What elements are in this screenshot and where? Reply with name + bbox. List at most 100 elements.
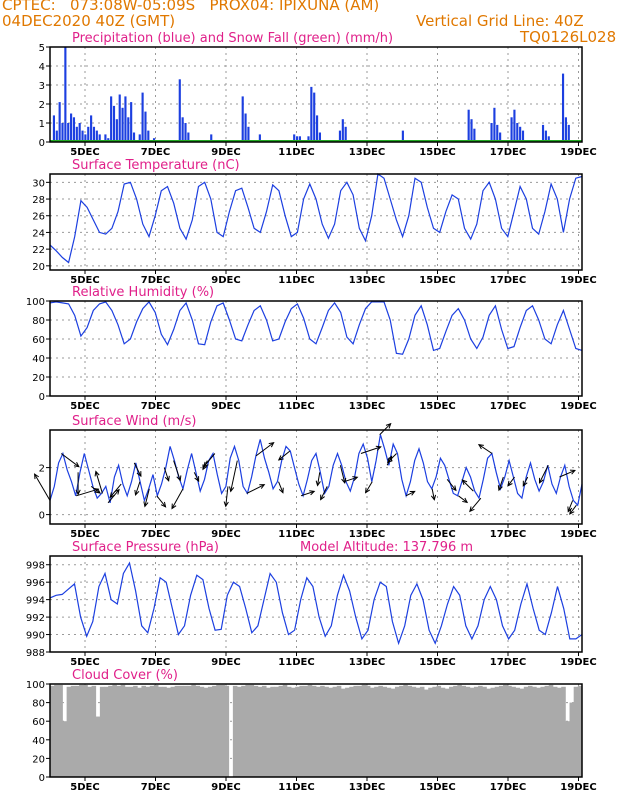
precip-bar [341, 119, 344, 142]
wind-vector [277, 450, 291, 461]
cloud-bar [128, 686, 134, 777]
cloud-bar [187, 685, 192, 777]
x-tick-label: 11DEC [278, 782, 314, 793]
wind-vector [163, 467, 170, 482]
panel-frame [49, 173, 583, 271]
cloud-bar [141, 685, 146, 777]
cloud-bar [494, 686, 500, 777]
wind-vector-head [95, 488, 101, 494]
wind-vector-head [430, 494, 437, 501]
panel-5: Cloud Cover (%) 0 20 40 60 80 100 5DEC 7DEC 9DEC 1… [26, 668, 597, 793]
header-grid-line-note: Vertical Grid Line: 40Z [416, 12, 584, 30]
cloud-bar [515, 687, 521, 777]
y-tick-label: 988 [26, 648, 45, 659]
precip-bar [147, 130, 150, 142]
x-tick-label: 5DEC [70, 657, 99, 668]
precip-bar [318, 132, 322, 142]
cloud-bar [577, 685, 583, 777]
cloud-bar [428, 687, 433, 777]
wind-vector-head [136, 471, 142, 478]
precip-bar [567, 124, 570, 142]
cloud-bar [349, 686, 354, 777]
cloud-bar [295, 686, 300, 777]
y-tick-label: 60 [32, 717, 45, 728]
cloud-bar [461, 685, 467, 777]
wind-vector-shaft [255, 442, 274, 457]
wind-vector-head [94, 470, 100, 477]
precip-bar [70, 113, 73, 142]
cloud-bar [440, 687, 446, 777]
x-tick-label: 11DEC [278, 657, 314, 668]
panel-title: Relative Humidity (%) [72, 285, 214, 300]
panel-title: Precipitation (blue) and Snow Fall (gree… [72, 31, 393, 46]
x-tick-label: 7DEC [141, 657, 170, 668]
cloud-bar [523, 686, 529, 777]
wind-vector-head [320, 494, 325, 501]
precip-bar [493, 107, 496, 142]
wind-vector-shaft [135, 481, 141, 496]
wind-vector-head [309, 490, 316, 496]
wind-vector-head [497, 485, 503, 492]
wind-vector-shaft [300, 490, 315, 497]
cloud-bar [453, 685, 458, 777]
precip-bar [127, 117, 130, 142]
precip-bar [519, 126, 522, 142]
x-tick-label: 17DEC [490, 657, 526, 668]
wind-vector [365, 481, 373, 494]
precip-bar [115, 119, 118, 142]
cloud-bar [311, 685, 317, 777]
cloud-bar [66, 686, 72, 777]
precip-bar [470, 119, 473, 142]
cloud-bar [207, 686, 213, 777]
wind-vector-head [73, 462, 80, 468]
x-tick-label: 9DEC [211, 657, 240, 668]
wind-vector [173, 460, 182, 482]
wind-vector-shaft [95, 471, 103, 494]
wind-vector [34, 473, 51, 501]
panel-frame [49, 555, 583, 653]
x-tick-label: 13DEC [349, 782, 385, 793]
wind-vector-shaft [278, 481, 284, 493]
cloud-bar [498, 685, 504, 777]
cloud-bar [465, 686, 471, 777]
wind-vector-shaft [34, 473, 51, 501]
wind-vector [278, 481, 284, 494]
precip-bar [564, 117, 567, 142]
wind-vector-shaft [458, 495, 468, 503]
cloud-bar [374, 686, 379, 777]
wind-vector-shaft [567, 500, 574, 512]
panel-frame [49, 429, 583, 525]
cloud-bar [557, 687, 562, 777]
wind-vector-shaft [230, 460, 238, 492]
cloud-bar [365, 685, 371, 777]
precip-bar [295, 136, 299, 142]
cloud-bar [419, 686, 425, 777]
cloud-bar [353, 685, 358, 777]
cloud-bar [153, 684, 159, 777]
wind-vector-head [315, 480, 321, 487]
panel-title: Surface Pressure (hPa) [72, 540, 219, 555]
cloud-bar [174, 685, 180, 777]
precip-bar [344, 126, 347, 142]
x-tick-label: 19DEC [560, 401, 596, 412]
panel-frame [49, 683, 583, 778]
cloud-bar [183, 685, 188, 777]
cloud-bar [224, 685, 230, 777]
wind-vector-head [109, 492, 115, 499]
wind-vector-head [203, 461, 209, 468]
wind-vector-head [160, 501, 167, 508]
cloud-bar [237, 686, 242, 777]
wind-vector-head [461, 479, 468, 485]
y-tick-label: 60 [32, 335, 45, 346]
wind-vector-shaft [469, 497, 482, 512]
wind-vector-shaft [507, 476, 515, 487]
cloud-bar [257, 686, 263, 777]
cloud-bar [95, 716, 101, 777]
cloud-bar [469, 687, 475, 777]
y-tick-label: 24 [32, 228, 45, 239]
x-tick-label: 7DEC [141, 401, 170, 412]
y-tick-label: 40 [32, 354, 45, 365]
cloud-bar [320, 685, 325, 777]
wind-vector-head [143, 501, 149, 508]
